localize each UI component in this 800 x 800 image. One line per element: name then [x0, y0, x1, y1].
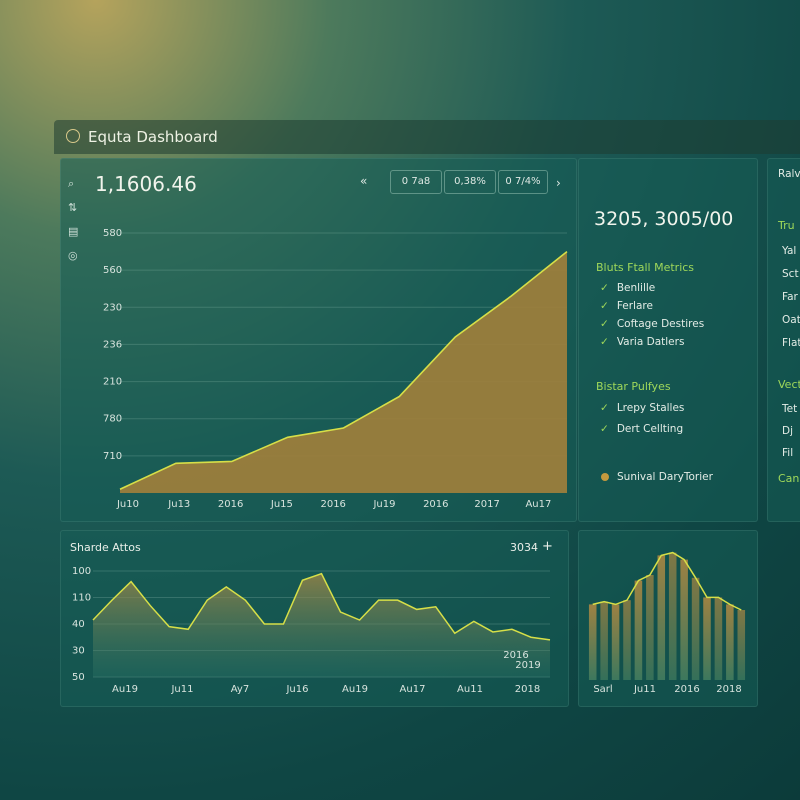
check-item: Dert Cellting: [600, 423, 683, 435]
bar: [611, 604, 620, 680]
prev-button[interactable]: «: [360, 174, 368, 188]
side-value: 3205, 3005/00: [594, 208, 734, 230]
y-tick-label: 230: [103, 302, 122, 313]
bar: [703, 597, 711, 680]
annotation: 2019: [515, 660, 540, 671]
legend-label: Sunival DaryTorier: [617, 471, 713, 483]
main-value: 1,1606.46: [95, 172, 197, 196]
area: [93, 573, 550, 677]
control-button[interactable]: 0 7a8: [390, 170, 442, 194]
far-item: Flat: [782, 337, 800, 349]
x-tick-label: Sarl: [593, 684, 612, 695]
y-tick-label: 560: [103, 265, 122, 276]
next-button[interactable]: ›: [556, 176, 561, 190]
badge: 3034: [510, 541, 538, 554]
far-item: Tet: [782, 403, 798, 415]
y-tick-label: 710: [103, 451, 122, 462]
sidebar-icons: ⌕ ⇅ ▤ ◎: [68, 177, 79, 262]
check-item: Ferlare: [600, 300, 653, 312]
x-tick-label: Au17: [525, 499, 551, 510]
legend-dot: [601, 473, 609, 481]
bar: [646, 575, 654, 680]
section-title: Vect: [778, 378, 800, 391]
x-tick-label: 2018: [515, 684, 540, 695]
x-tick-label: Au19: [112, 684, 138, 695]
bar: [737, 610, 746, 680]
check-item: Coftage Destires: [600, 318, 704, 330]
bar: [623, 600, 631, 680]
bar: [634, 580, 643, 680]
check-item: Varia Datlers: [600, 336, 685, 348]
x-tick-label: Ay7: [231, 684, 249, 695]
x-tick-label: 2016: [423, 499, 448, 510]
check-item: Benlille: [600, 282, 655, 294]
y-tick-label: 50: [72, 672, 85, 683]
y-tick-label: 40: [72, 619, 85, 630]
x-tick-label: 2017: [474, 499, 499, 510]
y-tick-label: 210: [103, 377, 122, 388]
x-tick-label: Ju16: [285, 684, 308, 695]
section-title: Bluts Ftall Metrics: [596, 261, 695, 274]
bar: [714, 597, 723, 680]
line: [92, 572, 551, 641]
y-tick-label: 780: [103, 414, 122, 425]
section-title: Tru: [778, 219, 795, 232]
x-tick-label: Ju11: [170, 684, 193, 695]
bar: [680, 559, 688, 680]
line: [592, 551, 742, 611]
far-item: Sct: [782, 268, 799, 280]
control-button[interactable]: 0 7/4%: [498, 170, 548, 194]
x-tick-label: Au17: [400, 684, 426, 695]
bar: [657, 555, 666, 680]
far-item: Oat: [782, 314, 800, 326]
line: [119, 250, 568, 491]
add-button[interactable]: +: [542, 539, 553, 554]
x-tick-label: Ju19: [372, 499, 395, 510]
header: Equta Dashboard: [54, 120, 800, 154]
far-footer: Cang: [778, 472, 800, 485]
far-panel: [767, 158, 800, 522]
far-item: Yal: [782, 245, 797, 257]
area: [120, 251, 567, 493]
x-tick-label: 2016: [674, 684, 699, 695]
far-title: Ralv: [778, 168, 800, 180]
x-tick-label: 2016: [218, 499, 243, 510]
x-tick-label: Au11: [457, 684, 483, 695]
control-button[interactable]: 0,38%: [444, 170, 496, 194]
x-tick-label: Au19: [342, 684, 368, 695]
x-tick-label: 2016: [320, 499, 345, 510]
x-tick-label: 2018: [716, 684, 741, 695]
annotation: 2016: [503, 650, 528, 661]
x-tick-label: Ju11: [633, 684, 656, 695]
bar: [588, 604, 597, 680]
bar: [726, 604, 734, 680]
far-item: Dj: [782, 425, 794, 437]
bar: [668, 552, 677, 680]
far-item: Fil: [782, 447, 794, 459]
y-tick-label: 236: [103, 339, 122, 350]
check-item: Lrepy Stalles: [600, 402, 685, 414]
title: Equta Dashboard: [88, 128, 218, 146]
section-title: Bistar Pulfyes: [596, 380, 671, 393]
bar: [600, 601, 608, 680]
panel-title: Sharde Attos: [70, 541, 141, 554]
far-item: Far: [782, 291, 798, 303]
logo: [66, 129, 80, 143]
y-tick-label: 100: [72, 566, 91, 577]
x-tick-label: Ju10: [116, 499, 139, 510]
bar: [691, 577, 700, 680]
y-tick-label: 580: [103, 228, 122, 239]
x-tick-label: Ju13: [167, 499, 190, 510]
x-tick-label: Ju15: [270, 499, 293, 510]
y-tick-label: 110: [72, 593, 91, 604]
y-tick-label: 30: [72, 646, 85, 657]
